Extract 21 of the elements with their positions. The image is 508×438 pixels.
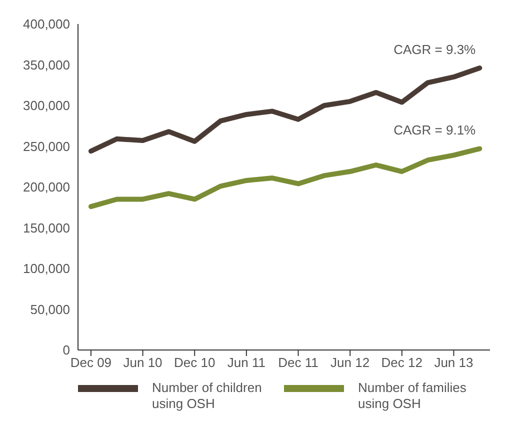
x-tick-label: Dec 09 — [70, 355, 112, 370]
y-tick-label: 0 — [62, 342, 70, 358]
x-tick-label: Jun 11 — [227, 355, 266, 370]
x-tick-label: Dec 10 — [174, 355, 216, 370]
x-tick-label: Dec 11 — [278, 355, 318, 370]
x-tick-label: Jun 12 — [330, 355, 370, 370]
x-tick-label: Jun 13 — [434, 355, 474, 370]
y-tick-label: 150,000 — [23, 220, 70, 236]
y-tick-label: 200,000 — [23, 180, 70, 195]
y-tick-label: 100,000 — [23, 261, 70, 276]
legend-label: Number of children using OSH — [152, 380, 263, 412]
y-tick-label: 300,000 — [23, 98, 70, 114]
x-tick-label: Jun 10 — [123, 355, 162, 370]
y-tick-label: 350,000 — [23, 57, 70, 72]
y-tick-label: 250,000 — [23, 138, 70, 154]
annotation: CAGR = 9.1% — [394, 122, 476, 138]
y-tick-label: 400,000 — [23, 16, 70, 32]
legend-label: Number of families using OSH — [358, 380, 468, 412]
annotation: CAGR = 9.3% — [394, 42, 476, 58]
x-tick-label: Dec 12 — [381, 355, 422, 370]
y-tick-label: 50,000 — [30, 302, 70, 317]
